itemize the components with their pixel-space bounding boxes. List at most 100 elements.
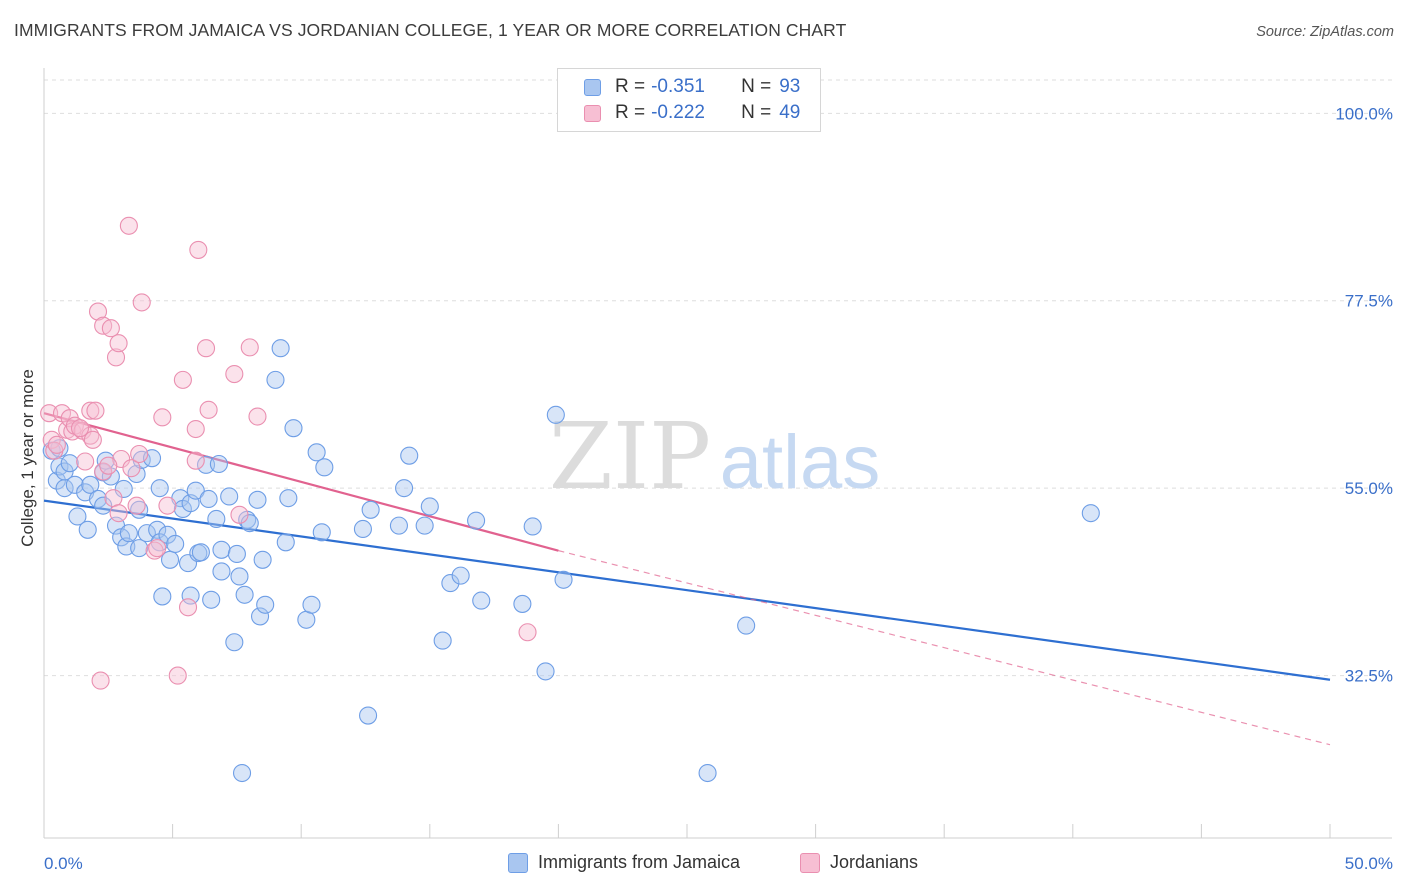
point-jamaica [389, 516, 408, 535]
point-jamaica [199, 489, 218, 509]
point-jamaica [441, 574, 460, 593]
point-jamaica [698, 763, 717, 783]
point-jamaica [47, 471, 66, 490]
point-jamaica [361, 500, 380, 519]
point-jordanians [76, 452, 95, 471]
legend-r-label: R = [615, 102, 646, 123]
point-jamaica [253, 550, 272, 569]
legend-r-label: R = [615, 76, 646, 97]
point-jamaica [227, 544, 246, 564]
point-jamaica [279, 489, 298, 508]
tick-labels: 100.0% 77.5% 55.0% 32.5% 0.0% 50.0% [44, 104, 1393, 873]
trend-line-jamaica [43, 499, 1331, 681]
trend-line-jordanians-extension [558, 550, 1331, 746]
point-jordanians [127, 496, 146, 515]
point-jordanians [109, 334, 128, 353]
point-jordanians [518, 623, 537, 642]
point-jamaica [150, 479, 169, 498]
point-jamaica [451, 566, 470, 585]
trend-lines [43, 412, 1331, 746]
point-jordanians [153, 408, 172, 427]
point-jamaica [212, 562, 231, 581]
point-jamaica [1081, 504, 1100, 523]
point-jordanians [199, 400, 218, 419]
point-jordanians [186, 419, 205, 439]
point-jamaica [196, 455, 216, 474]
point-jamaica [225, 633, 244, 652]
point-jamaica [307, 443, 326, 462]
point-jordanians [101, 319, 120, 338]
point-jordanians [70, 419, 90, 438]
point-jamaica [737, 616, 756, 635]
point-jamaica [181, 586, 200, 605]
trend-line-jordanians [43, 412, 559, 552]
point-jordanians [168, 666, 187, 685]
point-jamaica [554, 570, 573, 589]
data-points [40, 216, 1100, 783]
point-jamaica [130, 539, 149, 558]
stats-legend: R = -0.351 N = 93 R = -0.222 N = 49 [557, 68, 821, 132]
point-jamaica [186, 481, 205, 500]
point-jamaica [415, 516, 434, 535]
point-jordanians [230, 505, 249, 524]
point-jordanians [178, 598, 198, 617]
point-jamaica [546, 405, 565, 424]
point-jamaica [119, 524, 138, 543]
watermark-zip: ZIP [549, 403, 711, 510]
point-jordanians [158, 496, 177, 515]
legend-r-value: -0.351 [651, 76, 705, 97]
point-jamaica [472, 591, 491, 610]
point-jordanians [189, 240, 208, 259]
point-jordanians [86, 401, 105, 420]
legend-n-label: N = [741, 102, 772, 123]
point-jordanians [91, 671, 110, 690]
point-jordanians [130, 444, 149, 464]
point-jamaica [248, 490, 267, 509]
point-jordanians [173, 370, 192, 389]
y-tick-label: 77.5% [1345, 292, 1393, 311]
point-jordanians [240, 338, 259, 357]
point-jordanians [186, 451, 205, 470]
point-jordanians [81, 401, 100, 420]
point-jamaica [207, 509, 226, 529]
legend-n-value: 93 [779, 76, 801, 97]
point-jamaica [256, 595, 275, 614]
point-jamaica [202, 590, 221, 609]
source-label: Source: ZipAtlas.com [1256, 24, 1394, 40]
point-jordanians [94, 462, 113, 481]
point-jordanians [248, 407, 267, 426]
bottom-legend-label-jordanians: Jordanians [830, 852, 919, 872]
point-jamaica [266, 370, 285, 389]
bottom-legend-swatch-jordanians [800, 852, 820, 873]
point-jamaica [94, 496, 113, 515]
point-jordanians [42, 430, 61, 449]
point-jamaica [153, 587, 172, 606]
bottom-legend-jamaica: Immigrants from Jamaica [508, 852, 740, 873]
point-jordanians [119, 216, 138, 235]
point-jamaica [114, 479, 133, 499]
point-jamaica [68, 507, 87, 526]
y-tick-label: 32.5% [1345, 667, 1393, 686]
point-jamaica [513, 594, 532, 613]
point-jamaica [60, 454, 79, 473]
watermark-atlas: atlas [720, 420, 881, 505]
bottom-legend-jordanians: Jordanians [800, 852, 918, 873]
legend-swatch-jordanians [584, 104, 601, 122]
point-jamaica [420, 497, 439, 516]
point-jamaica [78, 520, 97, 539]
y-tick-label: 55.0% [1345, 479, 1393, 498]
point-jamaica [212, 540, 231, 559]
point-jordanians [145, 541, 164, 560]
point-jamaica [137, 524, 156, 543]
x-tick-label: 50.0% [1345, 854, 1393, 873]
point-jamaica [467, 511, 486, 530]
point-jamaica [315, 458, 334, 477]
point-jordanians [109, 504, 128, 523]
point-jamaica [127, 464, 146, 484]
legend-n-label: N = [741, 76, 772, 97]
point-jamaica [65, 475, 84, 494]
bottom-legend-swatch-jamaica [508, 852, 528, 873]
y-axis-label: College, 1 year or more [18, 369, 37, 547]
point-jordanians [83, 430, 102, 449]
